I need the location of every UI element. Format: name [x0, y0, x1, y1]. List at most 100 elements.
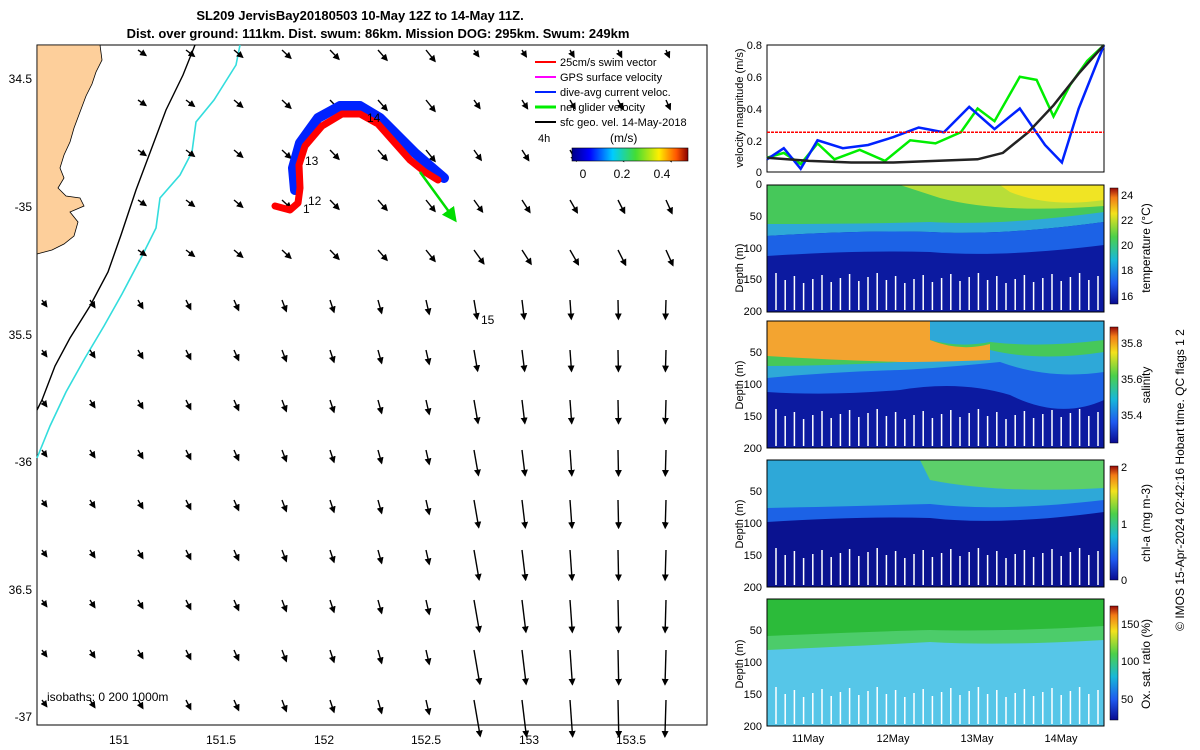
- chla-ytick-200: 200: [744, 582, 762, 594]
- velocity-arrow: [473, 699, 483, 738]
- velocity-arrow: [567, 449, 575, 477]
- velocity-arrow: [568, 699, 576, 738]
- velocity-arrow: [376, 499, 384, 515]
- velocity-arrow: [568, 649, 576, 686]
- velocity-arrow: [614, 399, 622, 425]
- oxygen-colorbar: [1109, 605, 1119, 721]
- velocity-arrow: [88, 399, 96, 409]
- temperature-frame: [766, 184, 1105, 313]
- velocity-arrow: [88, 599, 96, 609]
- velocity-arrow: [473, 149, 483, 162]
- vel-ytick-0: 0: [756, 167, 762, 179]
- velocity-arrow: [185, 249, 196, 258]
- velocity-arrow: [281, 499, 288, 513]
- velocity-panel: 0.8 0.6 0.4 0.2 0 velocity magnitude (m/…: [734, 40, 1106, 179]
- map-legend: 25cm/s swim vector GPS surface velocity …: [535, 57, 689, 181]
- velocity-arrow: [185, 49, 196, 58]
- map-ytick-37: -37: [15, 710, 33, 724]
- velocity-arrow: [377, 49, 388, 62]
- velocity-series-line-1: [766, 44, 1106, 171]
- velocity-arrow: [233, 399, 240, 412]
- velocity-arrow: [40, 449, 48, 458]
- velocity-arrow: [614, 499, 622, 530]
- velocity-arrow: [233, 99, 244, 109]
- title-line-1: SL209 JervisBay20180503 10-May 12Z to 14…: [196, 8, 523, 23]
- velocity-arrow: [377, 149, 388, 162]
- velocity-arrow: [88, 499, 96, 509]
- sal-ytick-100: 100: [744, 379, 762, 391]
- chla-cb-1: 1: [1121, 519, 1127, 531]
- velocity-arrow: [233, 599, 240, 612]
- vel-ytick-0-6: 0.6: [747, 72, 762, 84]
- velocity-arrow: [473, 549, 482, 581]
- velocity-arrow: [185, 599, 192, 611]
- velocity-arrow: [136, 699, 144, 710]
- velocity-arrow: [567, 299, 575, 321]
- temperature-panel: [766, 184, 1119, 313]
- velocity-arrow: [568, 549, 576, 582]
- colorbar-unit: (m/s): [610, 131, 637, 145]
- velocity-arrow: [425, 99, 436, 113]
- copyright-note: © IMOS 15-Apr-2024 02:42:16 Hobart time.…: [1173, 329, 1187, 631]
- temp-ylabel: Depth (m): [734, 244, 746, 293]
- chla-frame: [766, 459, 1105, 588]
- ox-cb-150: 150: [1121, 619, 1139, 631]
- velocity-arrow: [376, 649, 384, 665]
- velocity-arrow: [425, 249, 436, 263]
- chla-ytick-100: 100: [744, 518, 762, 530]
- velocity-arrow: [424, 549, 432, 566]
- legend-label-net: net glider velocity: [560, 102, 645, 114]
- chla-colorbar-label: chl-a (mg m-3): [1139, 484, 1153, 562]
- velocity-arrow: [328, 499, 336, 514]
- ox-ytick-100: 100: [744, 657, 762, 669]
- chla-ytick-50: 50: [750, 486, 762, 498]
- legend-label-swim: 25cm/s swim vector: [560, 57, 657, 69]
- velocity-arrow: [137, 199, 148, 207]
- velocity-arrow: [521, 499, 529, 529]
- chla-layer-green: [920, 460, 1104, 490]
- vel-ytick-0-2: 0.2: [747, 136, 762, 148]
- velocity-arrow: [88, 299, 96, 309]
- chla-panel: [766, 459, 1119, 588]
- velocity-arrow: [614, 449, 622, 477]
- velocity-arrow: [376, 449, 384, 465]
- temp-cb-20: 20: [1121, 240, 1133, 252]
- velocity-arrow: [664, 99, 672, 111]
- velocity-arrow: [665, 199, 673, 215]
- temp-cb-24: 24: [1121, 190, 1133, 202]
- velocity-arrow: [521, 649, 529, 686]
- temp-ytick-50: 50: [750, 211, 762, 223]
- velocity-arrow: [661, 499, 669, 530]
- legend-label-gps: GPS surface velocity: [560, 72, 663, 84]
- sal-cb-35-6: 35.6: [1121, 374, 1142, 386]
- map-xtick-152-5: 152.5: [411, 733, 441, 747]
- velocity-arrow: [281, 99, 292, 110]
- velocity-arrow: [424, 299, 432, 316]
- velocity-arrow: [376, 299, 384, 315]
- velocity-series-line-2: [766, 44, 1105, 164]
- velocity-arrow: [424, 699, 432, 716]
- velocity-arrow: [328, 399, 336, 414]
- velocity-arrow: [281, 649, 288, 663]
- net-velocity-arrow: [418, 171, 457, 223]
- velocity-arrow: [569, 99, 576, 111]
- velocity-arrow: [137, 49, 148, 57]
- isobaths-label: isobaths: 0 200 1000m: [47, 690, 168, 704]
- velocity-arrow: [329, 199, 340, 211]
- velocity-arrow: [281, 449, 288, 463]
- temp-ytick-150: 150: [744, 274, 762, 286]
- salinity-layer-surface: [930, 321, 1104, 345]
- velocity-arrows: [40, 49, 674, 738]
- velocity-arrow: [40, 699, 48, 708]
- temperature-colorbar: [1109, 187, 1119, 305]
- velocity-arrow: [520, 299, 528, 321]
- speed-colorbar: [571, 147, 689, 162]
- sal-ylabel: Depth (m): [734, 361, 746, 410]
- sal-colorbar-label: salinity: [1139, 367, 1153, 404]
- title-line-2: Dist. over ground: 111km. Dist. swum: 86…: [127, 26, 630, 41]
- velocity-arrow: [233, 49, 244, 59]
- velocity-arrow: [376, 599, 384, 615]
- velocity-arrow: [40, 349, 48, 358]
- ox-cb-50: 50: [1121, 694, 1133, 706]
